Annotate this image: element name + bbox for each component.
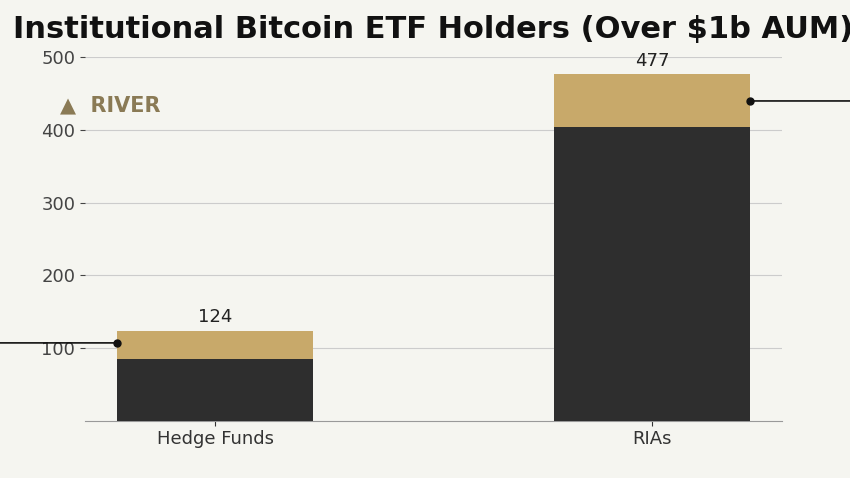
Bar (116, 331, 314, 359)
Text: 124: 124 (198, 308, 232, 326)
Text: ▲  RIVER: ▲ RIVER (60, 95, 161, 115)
Text: 46% increase in Q2: 46% increase in Q2 (0, 334, 114, 352)
Text: 477: 477 (635, 52, 669, 70)
Bar (553, 127, 751, 421)
Title: Institutional Bitcoin ETF Holders (Over $1b AUM): Institutional Bitcoin ETF Holders (Over … (14, 15, 850, 44)
Text: 18% increase in Q2: 18% increase in Q2 (753, 92, 850, 110)
Bar (116, 359, 314, 421)
Bar (553, 74, 751, 127)
